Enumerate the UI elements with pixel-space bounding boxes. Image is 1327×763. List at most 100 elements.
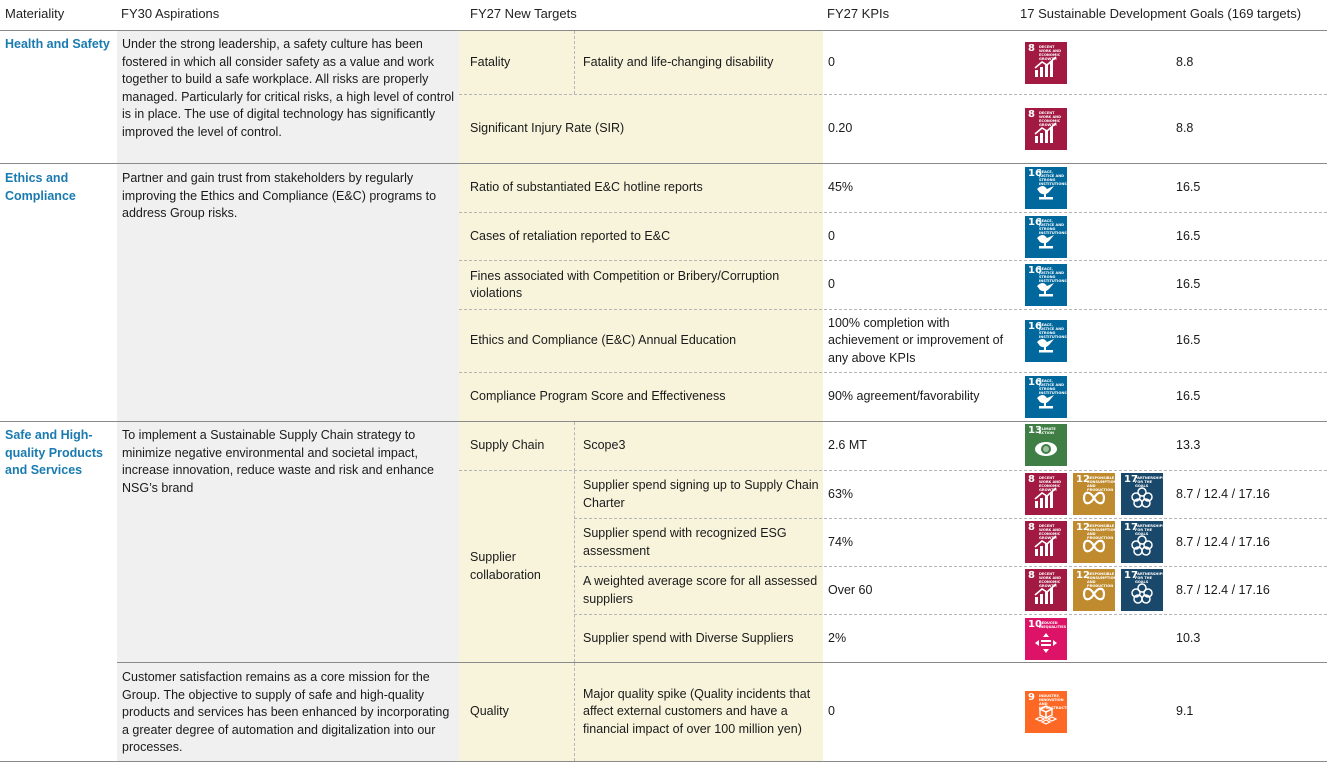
materiality-safe-quality: Safe and High-quality Products and Servi… bbox=[5, 428, 103, 477]
row-divider bbox=[459, 94, 1327, 95]
sdg-caption: PEACE, JUSTICE AND STRONG INSTITUTIONS bbox=[1039, 323, 1067, 339]
kpi-fatality: 0 bbox=[828, 54, 835, 69]
sdg-caption: RESPONSIBLE CONSUMPTION AND PRODUCTION bbox=[1087, 476, 1115, 492]
sdg-caption: RESPONSIBLE CONSUMPTION AND PRODUCTION bbox=[1087, 524, 1115, 540]
sdg-number: 13 bbox=[1028, 425, 1042, 436]
sdg-number: 8 bbox=[1028, 522, 1035, 533]
target-sir: Significant Injury Rate (SIR) bbox=[470, 121, 625, 136]
target-fines: Fines associated with Competition or Bri… bbox=[470, 268, 780, 301]
sdg-caption: DECENT WORK AND ECONOMIC GROWTH bbox=[1039, 572, 1062, 588]
sdg-number: 12 bbox=[1076, 522, 1090, 533]
materiality-ethics-compliance: Ethics and Compliance bbox=[5, 171, 76, 203]
sdg-8-icon: 8 DECENT WORK AND ECONOMIC GROWTH bbox=[1025, 569, 1067, 611]
sdg-caption: PEACE, JUSTICE AND STRONG INSTITUTIONS bbox=[1039, 379, 1067, 395]
aspiration-quality: Customer satisfaction remains as a core … bbox=[122, 670, 450, 754]
sdg-16-icon: 16 PEACE, JUSTICE AND STRONG INSTITUTIONS bbox=[1025, 320, 1067, 362]
row-divider bbox=[459, 212, 1327, 213]
sdg-targets-quality-spike: 9.1 bbox=[1176, 704, 1194, 719]
sdg-number: 8 bbox=[1028, 43, 1035, 54]
target-supply-chain: Supply Chain bbox=[470, 438, 545, 453]
sdg-8-icon: 8 DECENT WORK AND ECONOMIC GROWTH bbox=[1025, 521, 1067, 563]
sdg-caption: PARTNERSHIPS FOR THE GOALS bbox=[1135, 572, 1163, 584]
sdg-caption: REDUCED INEQUALITIES bbox=[1039, 621, 1067, 629]
sdg-8-icon: 8 DECENT WORK AND ECONOMIC GROWTH bbox=[1025, 473, 1067, 515]
sdg-caption: DECENT WORK AND ECONOMIC GROWTH bbox=[1039, 111, 1062, 127]
sdg-number: 8 bbox=[1028, 109, 1035, 120]
sdg-number: 10 bbox=[1028, 619, 1042, 630]
kpi-diverse: 2% bbox=[828, 630, 847, 645]
kpi-sir: 0.20 bbox=[828, 121, 853, 136]
sdg-targets-charter: 8.7 / 12.4 / 17.16 bbox=[1176, 486, 1270, 501]
sdg-number: 17 bbox=[1124, 522, 1138, 533]
sdg-9-icon: 9 INDUSTRY, INNOVATION AND INFRASTRUCTURE bbox=[1025, 691, 1067, 733]
sdg-caption: PEACE, JUSTICE AND STRONG INSTITUTIONS bbox=[1039, 219, 1067, 235]
bottom-rule bbox=[0, 761, 1327, 762]
kpi-hotline: 45% bbox=[828, 180, 854, 195]
target-education: Ethics and Compliance (E&C) Annual Educa… bbox=[470, 333, 737, 348]
sdg-number: 8 bbox=[1028, 474, 1035, 485]
sdg-16-icon: 16 PEACE, JUSTICE AND STRONG INSTITUTIONS bbox=[1025, 216, 1067, 258]
subtarget-esg: Supplier spend with recognized ESG asses… bbox=[583, 526, 787, 558]
sdg-17-icon: 17 PARTNERSHIPS FOR THE GOALS bbox=[1121, 473, 1163, 515]
sdg-17-icon: 17 PARTNERSHIPS FOR THE GOALS bbox=[1121, 521, 1163, 563]
sdg-number: 8 bbox=[1028, 570, 1035, 581]
kpi-scope3: 2.6 MT bbox=[828, 438, 867, 453]
kpi-charter: 63% bbox=[828, 486, 854, 501]
sdg-number: 12 bbox=[1076, 474, 1090, 485]
sdg-number: 17 bbox=[1124, 474, 1138, 485]
subtarget-divider bbox=[574, 422, 575, 471]
kpi-retaliation: 0 bbox=[828, 228, 835, 243]
sdg-number: 17 bbox=[1124, 570, 1138, 581]
sdg-caption: RESPONSIBLE CONSUMPTION AND PRODUCTION bbox=[1087, 572, 1115, 588]
row-divider bbox=[117, 662, 1327, 663]
sdg-16-icon: 16 PEACE, JUSTICE AND STRONG INSTITUTIONS bbox=[1025, 264, 1067, 306]
kpi-esg: 74% bbox=[828, 534, 854, 549]
section-rule bbox=[0, 163, 1327, 164]
sdg-targets-diverse: 10.3 bbox=[1176, 630, 1201, 645]
kpi-weighted-score: Over 60 bbox=[828, 582, 873, 597]
sdg-number: 16 bbox=[1028, 217, 1042, 228]
sdg-8-icon: 8 DECENT WORK AND ECONOMIC GROWTH bbox=[1025, 42, 1067, 84]
target-retaliation: Cases of retaliation reported to E&C bbox=[470, 228, 671, 243]
target-supplier-collaboration: Supplier collaboration bbox=[470, 550, 541, 582]
sdg-10-icon: 10 REDUCED INEQUALITIES bbox=[1025, 618, 1067, 660]
kpi-program-score: 90% agreement/favorability bbox=[828, 389, 980, 404]
sdg-caption: DECENT WORK AND ECONOMIC GROWTH bbox=[1039, 524, 1062, 540]
sdg-caption: PARTNERSHIPS FOR THE GOALS bbox=[1135, 476, 1163, 488]
sdg-number: 16 bbox=[1028, 168, 1042, 179]
subtarget-fatality: Fatality and life-changing disability bbox=[583, 54, 774, 69]
sdg-number: 16 bbox=[1028, 321, 1042, 332]
sdg-targets-fatality: 8.8 bbox=[1176, 54, 1194, 69]
row-divider bbox=[459, 372, 1327, 373]
sdg-12-icon: 12 RESPONSIBLE CONSUMPTION AND PRODUCTION bbox=[1073, 473, 1115, 515]
sdg-number: 16 bbox=[1028, 265, 1042, 276]
subtarget-divider bbox=[574, 31, 575, 94]
sdg-caption: PARTNERSHIPS FOR THE GOALS bbox=[1135, 524, 1163, 536]
row-divider bbox=[574, 566, 1327, 567]
target-hotline: Ratio of substantiated E&C hotline repor… bbox=[470, 180, 703, 195]
sdg-number: 12 bbox=[1076, 570, 1090, 581]
sdg-12-icon: 12 RESPONSIBLE CONSUMPTION AND PRODUCTION bbox=[1073, 569, 1115, 611]
sdg-caption: DECENT WORK AND ECONOMIC GROWTH bbox=[1039, 476, 1062, 492]
sdg-13-icon: 13 CLIMATE ACTION bbox=[1025, 424, 1067, 466]
row-divider bbox=[459, 309, 1327, 310]
sdg-targets-fines: 16.5 bbox=[1176, 277, 1201, 292]
kpi-education: 100% completion with achievement or impr… bbox=[828, 315, 1004, 365]
row-divider bbox=[459, 260, 1327, 261]
row-divider bbox=[574, 518, 1327, 519]
aspirations-column-bg bbox=[117, 31, 459, 761]
subtarget-divider bbox=[574, 663, 575, 761]
sdg-targets-retaliation: 16.5 bbox=[1176, 228, 1201, 243]
sdg-caption: PEACE, JUSTICE AND STRONG INSTITUTIONS bbox=[1039, 267, 1067, 283]
target-fatality: Fatality bbox=[470, 54, 511, 69]
sdg-targets-sir: 8.8 bbox=[1176, 121, 1194, 136]
sdg-caption: INDUSTRY, INNOVATION AND INFRASTRUCTURE bbox=[1039, 694, 1067, 710]
subtarget-scope3: Scope3 bbox=[583, 438, 626, 453]
sdg-targets-hotline: 16.5 bbox=[1176, 180, 1201, 195]
header-targets: FY27 New Targets bbox=[470, 6, 577, 21]
sdg-targets-esg: 8.7 / 12.4 / 17.16 bbox=[1176, 534, 1270, 549]
target-quality: Quality bbox=[470, 704, 509, 719]
sdg-targets-weighted-score: 8.7 / 12.4 / 17.16 bbox=[1176, 582, 1270, 597]
sdg-16-icon: 16 PEACE, JUSTICE AND STRONG INSTITUTIONS bbox=[1025, 376, 1067, 418]
sdg-targets-program-score: 16.5 bbox=[1176, 389, 1201, 404]
